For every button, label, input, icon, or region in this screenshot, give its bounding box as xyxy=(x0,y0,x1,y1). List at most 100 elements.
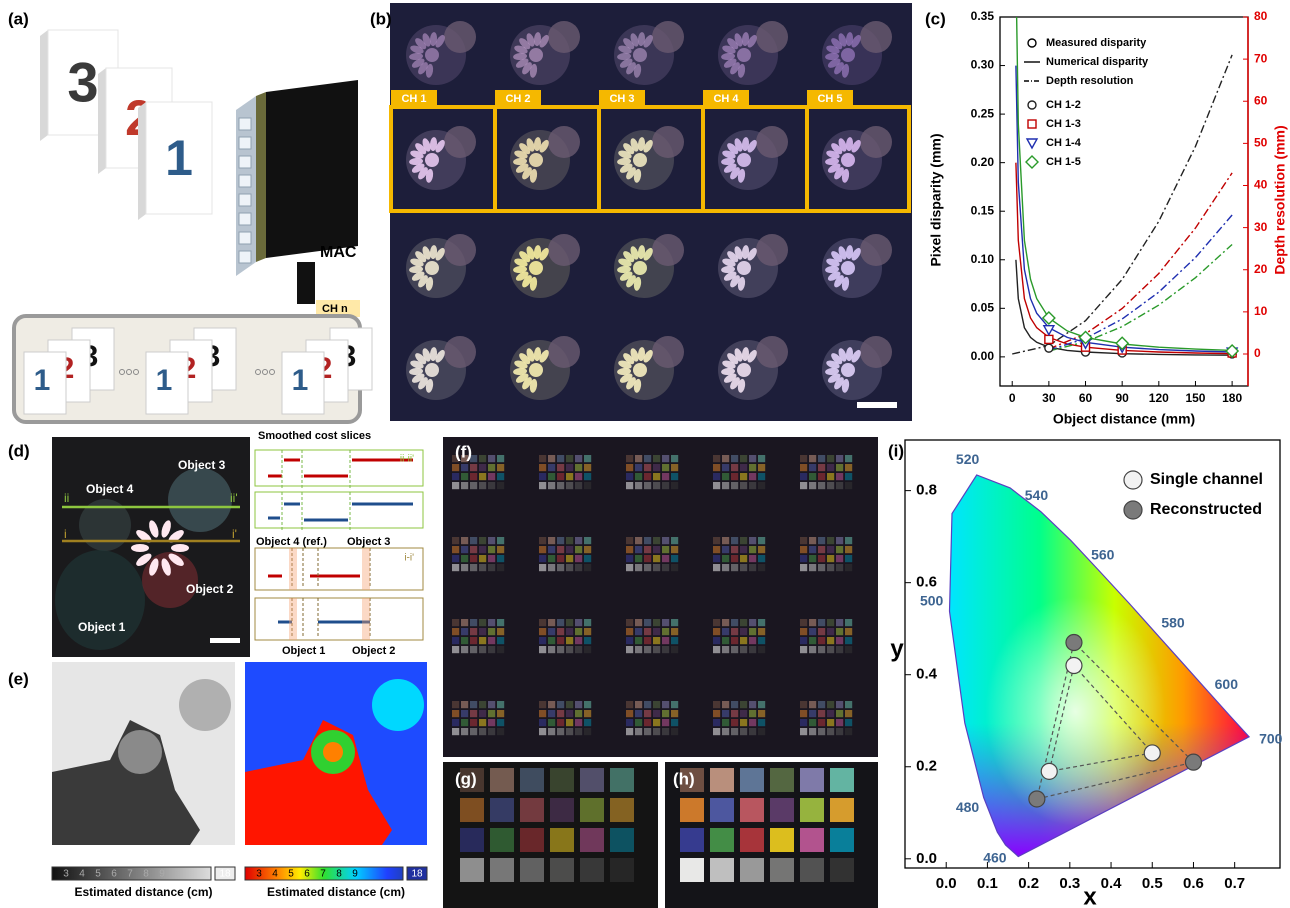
color-patch xyxy=(557,619,564,626)
color-patch xyxy=(488,473,495,480)
color-patch xyxy=(539,628,546,635)
color-patch xyxy=(818,482,825,489)
color-patch xyxy=(479,637,486,644)
petal xyxy=(131,544,149,552)
color-patch xyxy=(644,619,651,626)
colorbar-label: Estimated distance (cm) xyxy=(74,885,212,899)
color-patch xyxy=(680,798,704,822)
color-patch xyxy=(758,701,765,708)
dark-flower xyxy=(860,336,892,368)
flower-center xyxy=(425,261,439,275)
color-patch xyxy=(539,464,546,471)
card-side xyxy=(40,30,48,141)
device-module xyxy=(239,213,251,225)
color-patch xyxy=(830,798,854,822)
color-patch xyxy=(662,455,669,462)
y2-axis-label: Depth resolution (mm) xyxy=(1272,125,1288,274)
color-patch xyxy=(539,728,546,735)
color-patch xyxy=(488,546,495,553)
point xyxy=(1144,745,1160,761)
color-patch xyxy=(827,455,834,462)
color-patch xyxy=(818,619,825,626)
line-label: ii xyxy=(64,491,69,505)
color-patch xyxy=(470,537,477,544)
color-patch xyxy=(548,473,555,480)
color-patch xyxy=(635,537,642,544)
colorbar-tick-label: 7 xyxy=(320,869,326,880)
object-label: Object 4 xyxy=(86,482,134,496)
dark-flower xyxy=(548,126,580,158)
color-patch xyxy=(758,546,765,553)
color-patch xyxy=(497,482,504,489)
colorbar-tick-label: 8 xyxy=(143,869,149,880)
color-patch xyxy=(731,719,738,726)
wavelength-label: 600 xyxy=(1215,676,1239,692)
color-patch xyxy=(452,555,459,562)
color-patch xyxy=(722,464,729,471)
color-patch xyxy=(566,628,573,635)
color-patch xyxy=(575,473,582,480)
color-patch xyxy=(662,555,669,562)
wavelength-label: 460 xyxy=(983,850,1007,866)
flower-center xyxy=(841,261,855,275)
color-patch xyxy=(653,728,660,735)
color-patch xyxy=(548,464,555,471)
color-patch xyxy=(818,628,825,635)
color-patch xyxy=(520,858,544,882)
legend-label: Numerical disparity xyxy=(1046,56,1149,68)
color-patch xyxy=(635,710,642,717)
color-patch xyxy=(566,719,573,726)
colorbar-tick-label: 9 xyxy=(352,869,358,880)
color-patch xyxy=(827,728,834,735)
color-patch xyxy=(584,555,591,562)
color-patch xyxy=(800,768,824,792)
color-patch xyxy=(671,555,678,562)
color-patch xyxy=(626,482,633,489)
dark-flower xyxy=(444,234,476,266)
flower-center xyxy=(425,153,439,167)
flower-center xyxy=(425,363,439,377)
color-patch xyxy=(800,701,807,708)
color-patch xyxy=(836,701,843,708)
depth-region xyxy=(118,730,162,774)
color-patch xyxy=(548,482,555,489)
color-patch xyxy=(809,710,816,717)
color-patch xyxy=(490,798,514,822)
color-patch xyxy=(713,646,720,653)
color-patch xyxy=(845,628,852,635)
color-patch xyxy=(470,464,477,471)
color-patch xyxy=(809,537,816,544)
color-patch xyxy=(626,555,633,562)
color-patch xyxy=(461,646,468,653)
color-patch xyxy=(575,628,582,635)
flower-center xyxy=(633,48,647,62)
object-label: Object 1 xyxy=(282,645,325,657)
color-patch xyxy=(497,537,504,544)
color-patch xyxy=(584,564,591,571)
y-tick-label: 0.6 xyxy=(916,574,937,591)
color-patch xyxy=(497,710,504,717)
color-patch xyxy=(740,555,747,562)
card-side xyxy=(98,68,106,174)
slice-label: ii-ii' xyxy=(400,454,414,465)
x-tick-label: 0.2 xyxy=(1018,875,1039,892)
color-patch xyxy=(575,701,582,708)
color-patch xyxy=(575,646,582,653)
color-patch xyxy=(460,828,484,852)
legend-label: Measured disparity xyxy=(1046,37,1147,49)
color-patch xyxy=(662,482,669,489)
color-patch xyxy=(713,482,720,489)
color-patch xyxy=(520,798,544,822)
color-patch xyxy=(488,719,495,726)
color-patch xyxy=(635,482,642,489)
color-patch xyxy=(836,646,843,653)
color-patch xyxy=(749,646,756,653)
color-patch xyxy=(548,628,555,635)
color-patch xyxy=(490,858,514,882)
color-patch xyxy=(749,464,756,471)
color-patch xyxy=(497,546,504,553)
color-patch xyxy=(713,628,720,635)
x-tick-label: 0.5 xyxy=(1142,875,1163,892)
color-patch xyxy=(557,728,564,735)
color-patch xyxy=(827,564,834,571)
